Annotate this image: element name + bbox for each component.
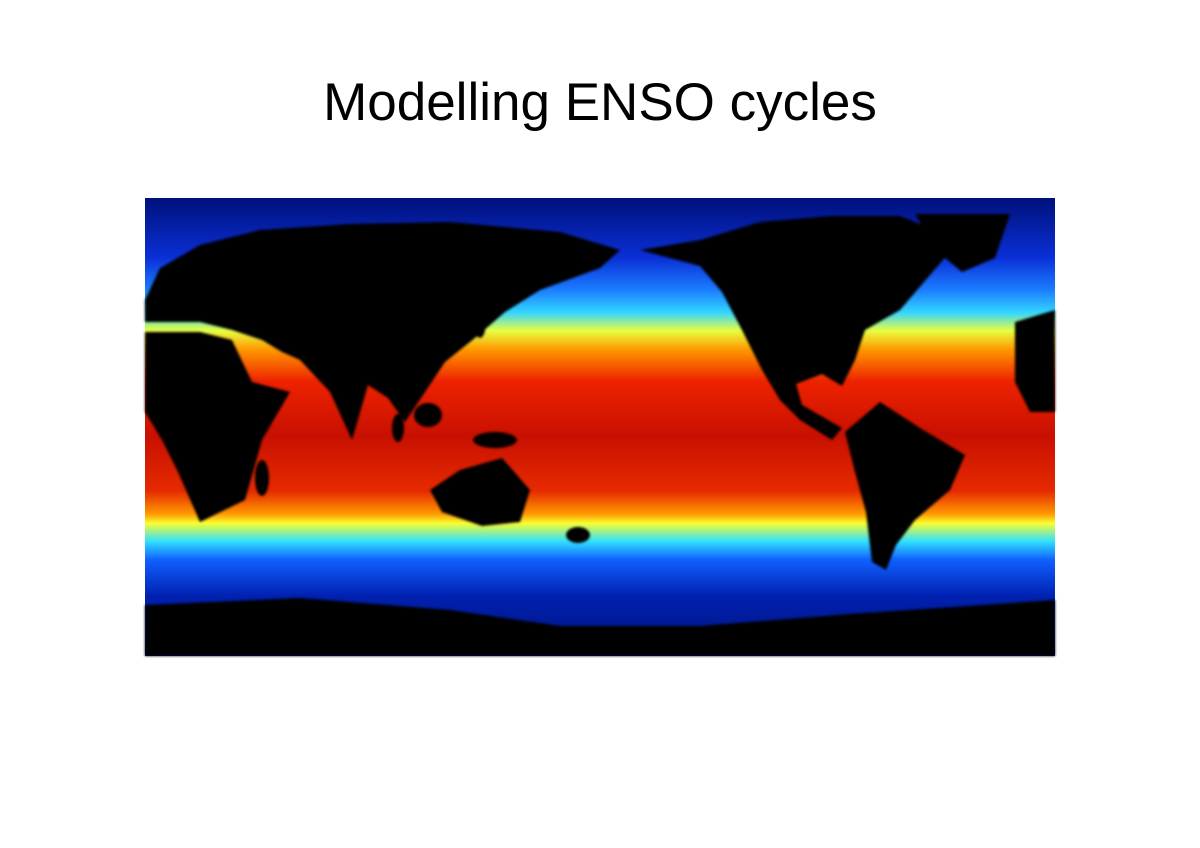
new-guinea bbox=[473, 432, 517, 448]
sumatra bbox=[392, 414, 404, 442]
eurasia bbox=[145, 222, 620, 440]
south-america bbox=[845, 402, 965, 570]
antarctica bbox=[145, 598, 1055, 656]
north-america bbox=[640, 216, 960, 440]
land-masses bbox=[145, 214, 1055, 656]
new-zealand bbox=[566, 527, 590, 543]
slide-title: Modelling ENSO cycles bbox=[323, 73, 877, 132]
australia bbox=[430, 458, 530, 526]
africa bbox=[145, 332, 290, 522]
madagascar bbox=[255, 460, 269, 496]
borneo bbox=[414, 403, 442, 427]
greenland bbox=[915, 214, 1010, 272]
japan bbox=[474, 306, 486, 338]
europe-africa-east bbox=[1015, 310, 1055, 412]
